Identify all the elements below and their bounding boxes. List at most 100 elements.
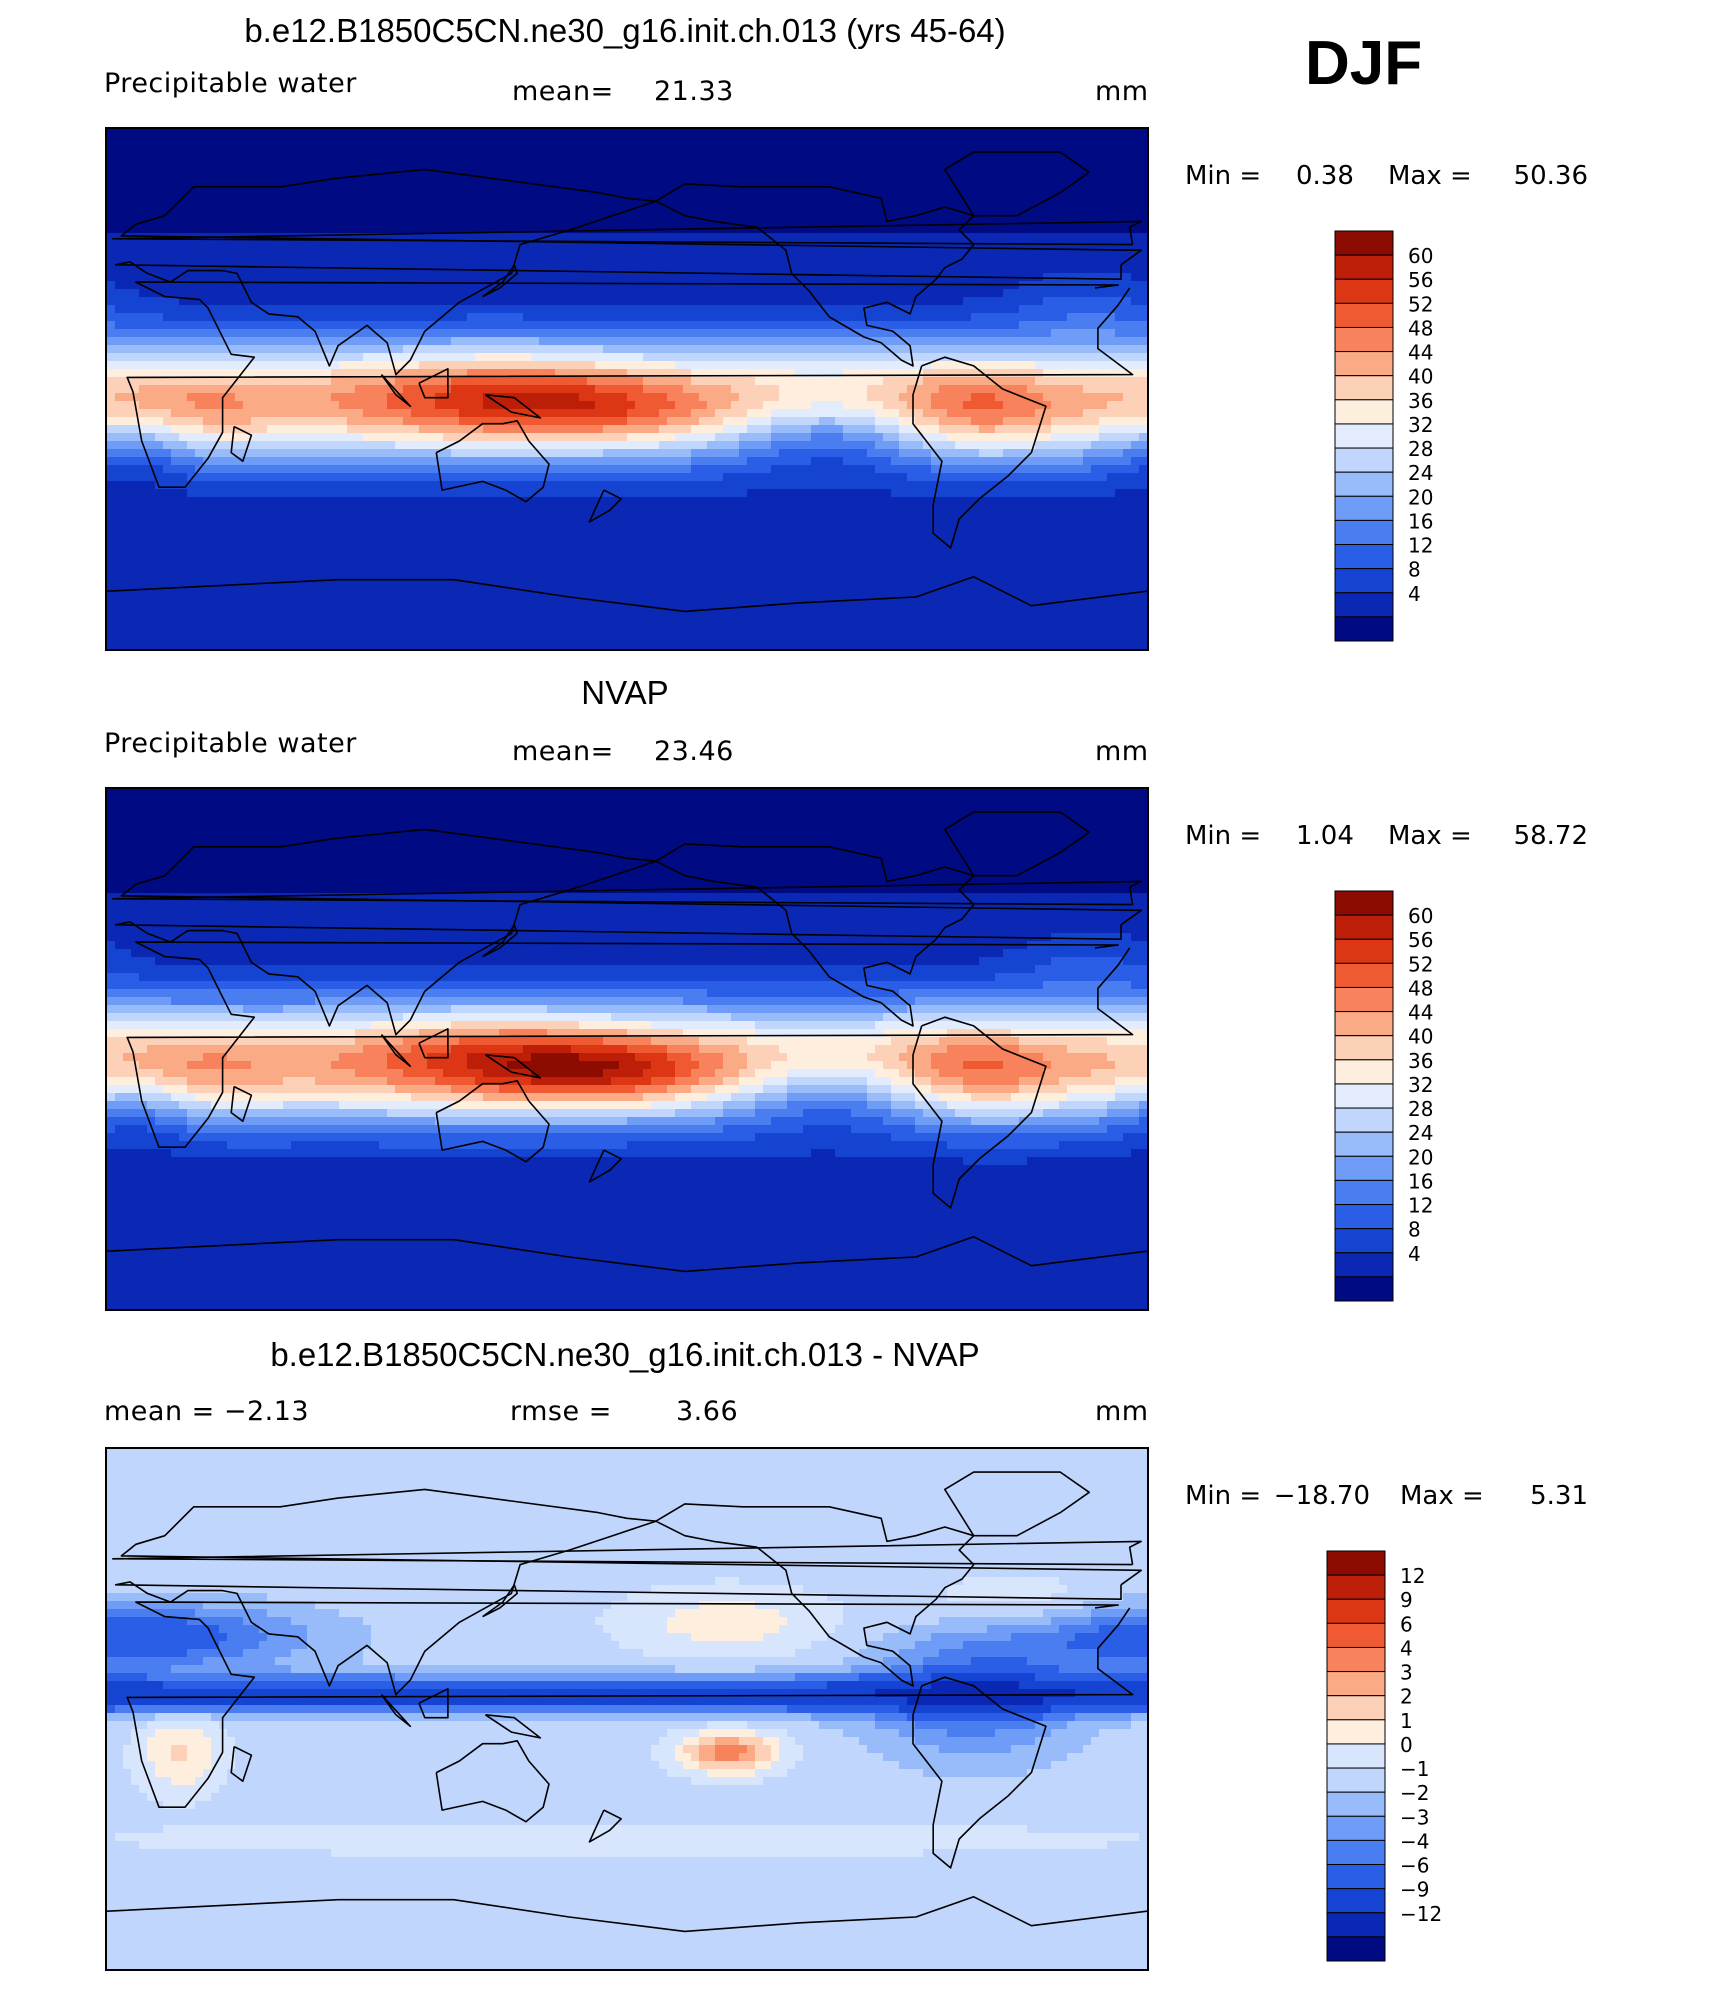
colorbar-swatch [1334,1252,1394,1278]
colorbar-swatch [1326,1888,1386,1914]
panel1-map [105,127,1149,651]
panel3-rmse-label: rmse = [510,1396,612,1427]
colorbar-swatch [1326,1646,1386,1673]
colorbar-swatch [1334,447,1394,473]
colorbar-tick-label: 12 [1400,1564,1425,1588]
panel3-rmse-value: 3.66 [676,1396,739,1427]
colorbar-swatch [1334,254,1394,280]
colorbar-swatch [1326,1864,1386,1890]
colorbar-tick-label: 8 [1408,558,1421,582]
colorbar-swatch [1326,1622,1386,1648]
panel2-variable-label: Precipitable water [104,728,357,759]
panel3-mean-label: mean = −2.13 [104,1396,310,1427]
colorbar-tick-label: 36 [1408,389,1433,413]
map-field [107,1449,1147,1969]
panel2-max-value: 58.72 [1513,821,1588,851]
colorbar-swatch [1334,914,1394,940]
colorbar-swatch [1334,1204,1394,1230]
colorbar-swatch [1334,1131,1394,1157]
panel1-title: b.e12.B1850C5CN.ne30_g16.init.ch.013 (yr… [244,12,1006,49]
colorbar-swatch [1334,1107,1394,1133]
colorbar-tick-label: 20 [1408,485,1433,509]
colorbar-swatch [1334,230,1394,256]
panel3-max-label: Max = [1400,1481,1484,1511]
panel1-colorbar: 60 56 52 48 44 40 36 32 28 24 20 16 12 8 4 [1334,230,1464,642]
colorbar-tick-label: 12 [1408,534,1433,558]
colorbar-tick-label: 2 [1400,1685,1413,1709]
colorbar-swatch [1326,1791,1386,1817]
colorbar-tick-label: 24 [1408,461,1433,485]
colorbar-swatch [1334,568,1394,594]
colorbar-tick-label: 8 [1408,1218,1421,1242]
colorbar-tick-label: 3 [1400,1661,1413,1685]
colorbar-tick-label: 24 [1408,1121,1433,1145]
colorbar-swatch [1326,1671,1386,1697]
colorbar-swatch [1334,351,1394,377]
colorbar-tick-label: −12 [1400,1902,1442,1926]
colorbar-swatch [1334,1083,1394,1109]
colorbar-tick-label: 0 [1400,1733,1413,1757]
colorbar-swatch [1334,938,1394,964]
panel1-mean-value: 21.33 [654,76,734,107]
colorbar-tick-label: 9 [1400,1588,1413,1612]
colorbar-swatch [1334,1228,1394,1254]
colorbar-tick-label: 28 [1408,437,1433,461]
colorbar-swatch [1334,1011,1394,1037]
colorbar-tick-label: 56 [1408,268,1433,292]
colorbar-swatch [1334,519,1394,546]
colorbar-tick-label: 16 [1408,509,1433,533]
colorbar-tick-label: 40 [1408,1025,1433,1049]
colorbar-swatch [1326,1550,1386,1576]
panel1-max-label: Max = [1388,161,1472,191]
colorbar-tick-label: 44 [1408,341,1433,365]
panel3-min-value: −18.70 [1273,1481,1370,1511]
colorbar-swatch [1334,986,1394,1013]
colorbar-tick-label: 32 [1408,413,1433,437]
panel1-units: mm [1095,76,1149,107]
colorbar-tick-label: −9 [1400,1878,1429,1902]
colorbar-tick-label: 32 [1408,1073,1433,1097]
colorbar-swatch [1334,471,1394,497]
season-label: DJF [1305,29,1423,98]
panel2-mean-label: mean= [512,736,614,767]
colorbar-tick-label: 4 [1408,582,1421,606]
colorbar-tick-label: 36 [1408,1049,1433,1073]
colorbar-tick-label: 52 [1408,292,1433,316]
panel2-min-value: 1.04 [1296,821,1354,851]
colorbar-swatch [1326,1743,1386,1769]
colorbar-tick-label: 12 [1408,1194,1433,1218]
colorbar-tick-label: 52 [1408,952,1433,976]
colorbar-tick-label: 56 [1408,928,1433,952]
panel1-variable-label: Precipitable water [104,68,357,99]
colorbar-swatch [1326,1839,1386,1866]
colorbar-swatch [1334,495,1394,521]
colorbar-swatch [1334,616,1394,642]
colorbar-swatch [1326,1719,1386,1745]
colorbar-swatch [1326,1912,1386,1938]
colorbar-tick-label: −6 [1400,1854,1429,1878]
panel2-colorbar: 60 56 52 48 44 40 36 32 28 24 20 16 12 8 4 [1334,890,1464,1302]
colorbar-tick-label: 48 [1408,976,1433,1000]
panel2-max-label: Max = [1388,821,1472,851]
colorbar-tick-label: −4 [1400,1829,1429,1853]
colorbar-tick-label: 60 [1408,904,1433,928]
colorbar-swatch [1326,1815,1386,1841]
colorbar-tick-label: 60 [1408,244,1433,268]
colorbar-swatch [1334,302,1394,328]
panel2-title: NVAP [581,674,669,711]
map-field [107,129,1147,649]
colorbar-tick-label: −3 [1400,1805,1429,1829]
panel1-max-value: 50.36 [1513,161,1588,191]
colorbar-swatch [1334,592,1394,618]
colorbar-tick-label: 16 [1408,1169,1433,1193]
colorbar-swatch [1334,962,1394,988]
panel2-min-label: Min = [1185,821,1262,851]
panel1-mean-label: mean= [512,76,614,107]
panel3-units: mm [1095,1396,1149,1427]
colorbar-swatch [1334,423,1394,449]
colorbar-tick-label: 4 [1400,1636,1413,1660]
colorbar-swatch [1326,1936,1386,1962]
coastlines [107,151,1147,613]
colorbar-tick-label: −1 [1400,1757,1429,1781]
panel2-units: mm [1095,736,1149,767]
